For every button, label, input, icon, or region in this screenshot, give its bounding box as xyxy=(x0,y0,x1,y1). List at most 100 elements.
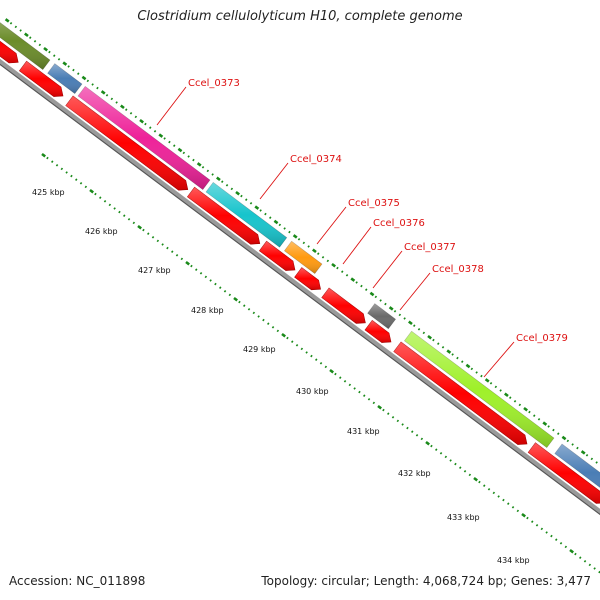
inner-tick xyxy=(319,361,323,365)
inner-tick xyxy=(588,563,592,567)
outer-tick xyxy=(52,54,56,57)
inner-tick xyxy=(315,358,318,361)
outer-tick xyxy=(475,371,478,374)
kbp-label: 430 kbp xyxy=(296,387,329,396)
inner-tick xyxy=(435,448,438,451)
outer-tick xyxy=(451,353,454,356)
outer-tick xyxy=(134,115,138,119)
outer-tick xyxy=(580,450,586,455)
gene-bar-ccel-0375-shade xyxy=(284,241,322,274)
inner-tick xyxy=(497,495,500,498)
kbp-label: 426 kbp xyxy=(85,227,118,236)
inner-tick xyxy=(50,160,54,163)
outer-tick xyxy=(513,400,517,403)
inner-tick xyxy=(195,268,198,271)
outer-tick xyxy=(355,281,358,284)
outer-tick xyxy=(144,122,147,126)
label-leader xyxy=(342,226,372,265)
outer-tick xyxy=(595,461,598,464)
inner-tick xyxy=(267,322,270,325)
inner-tick xyxy=(65,171,68,174)
outer-tick xyxy=(341,270,344,273)
outer-tick xyxy=(105,94,109,97)
kbp-label: 433 kbp xyxy=(447,513,480,522)
outer-tick xyxy=(590,457,594,461)
inner-tick xyxy=(324,365,328,369)
inner-tick xyxy=(199,271,203,275)
inner-tick xyxy=(127,218,131,221)
inner-tick xyxy=(132,221,136,225)
inner-tick xyxy=(343,379,347,383)
outer-tick xyxy=(456,356,459,360)
inner-tick xyxy=(233,296,238,302)
inner-tick xyxy=(339,376,342,379)
outer-tick xyxy=(225,184,229,187)
outer-tick xyxy=(288,230,291,234)
inner-tick xyxy=(521,512,526,518)
outer-tick xyxy=(499,389,502,392)
gene-arrow-5-shade xyxy=(259,241,295,271)
inner-tick xyxy=(305,351,308,354)
gene-label-ccel-0374: Ccel_0374 xyxy=(290,154,342,165)
inner-tick xyxy=(564,545,568,549)
outer-tick xyxy=(465,363,471,369)
outer-tick xyxy=(393,309,397,313)
backbone-edge xyxy=(0,63,600,516)
outer-tick xyxy=(278,223,282,227)
outer-tick xyxy=(523,406,528,412)
inner-tick xyxy=(108,203,112,207)
outer-tick xyxy=(249,202,253,205)
outer-tick xyxy=(158,133,164,138)
inner-tick xyxy=(540,527,544,531)
outer-tick xyxy=(235,190,240,196)
outer-tick xyxy=(494,385,498,389)
map-title: Clostridium cellulolyticum H10, complete… xyxy=(137,9,463,24)
inner-tick xyxy=(291,340,294,343)
outer-tick xyxy=(33,39,37,43)
outer-tick xyxy=(571,443,574,446)
outer-tick xyxy=(437,342,440,345)
inner-tick xyxy=(353,387,356,390)
outer-tick xyxy=(283,227,286,230)
kbp-label: 432 kbp xyxy=(398,469,431,478)
outer-tick xyxy=(230,187,234,191)
inner-tick xyxy=(478,480,481,484)
inner-tick xyxy=(579,556,582,559)
outer-tick xyxy=(292,234,298,239)
gene-bar-ccel-0373-shade xyxy=(78,86,210,190)
inner-tick xyxy=(190,264,193,268)
label-leader xyxy=(316,206,347,245)
outer-tick xyxy=(360,284,363,288)
inner-tick xyxy=(454,462,457,466)
inner-tick xyxy=(161,243,164,246)
outer-tick xyxy=(19,29,22,32)
outer-tick xyxy=(216,176,221,182)
inner-tick xyxy=(526,516,529,520)
inner-tick xyxy=(502,498,505,502)
inner-tick xyxy=(439,451,443,455)
gene-bar-ccel-0378-shade xyxy=(367,303,396,329)
inner-tick xyxy=(531,520,534,523)
inner-tick xyxy=(271,325,275,329)
outer-tick xyxy=(379,299,382,302)
outer-tick xyxy=(532,414,536,417)
genome-summary-text: Topology: circular; Length: 4,068,724 bp… xyxy=(261,574,591,588)
outer-tick xyxy=(96,86,99,90)
outer-tick xyxy=(317,252,320,255)
gene-arrow-9-shade xyxy=(393,342,527,445)
inner-tick xyxy=(473,476,478,482)
inner-tick xyxy=(555,538,558,541)
inner-tick xyxy=(487,487,491,491)
inner-tick xyxy=(559,542,563,545)
outer-tick xyxy=(149,126,152,129)
outer-tick xyxy=(576,446,579,450)
outer-tick xyxy=(129,112,133,115)
inner-tick xyxy=(295,343,299,347)
inner-tick xyxy=(113,207,116,210)
outer-tick xyxy=(422,331,426,335)
outer-tick xyxy=(489,381,493,385)
outer-tick xyxy=(168,140,171,144)
outer-tick xyxy=(173,144,176,147)
inner-tick xyxy=(459,466,462,469)
